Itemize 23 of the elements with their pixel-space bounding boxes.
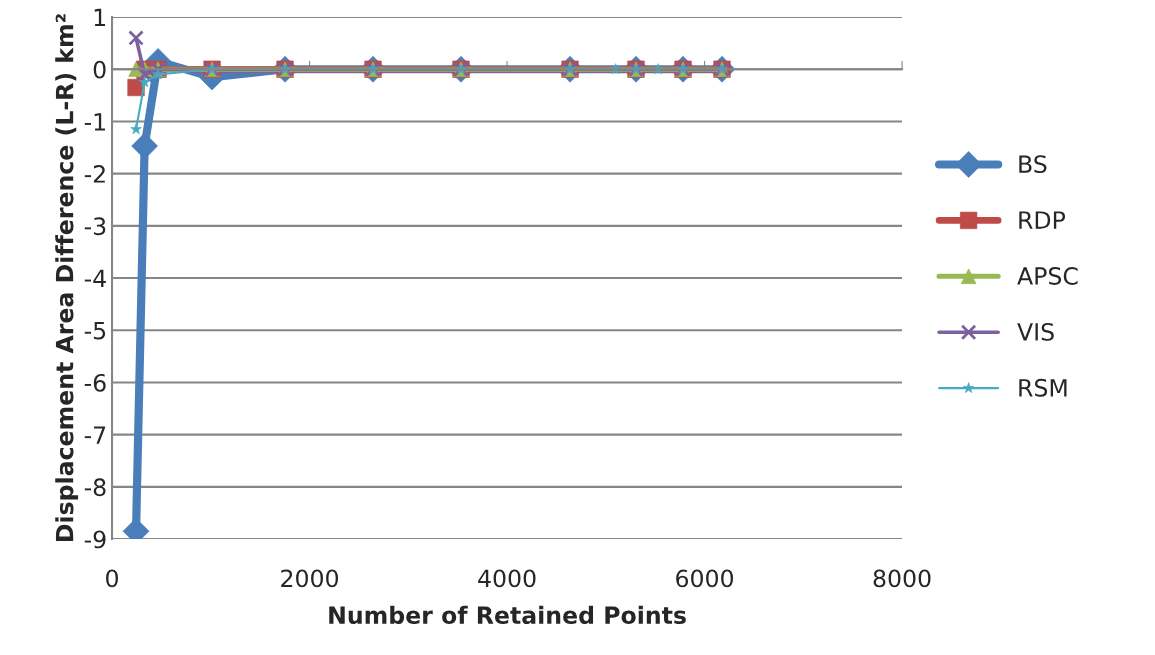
y-tick-label: -2	[84, 165, 105, 183]
y-tick-label: -9	[84, 530, 106, 549]
y-tick-label: 1	[94, 8, 105, 26]
x-tick-label: 6000	[676, 569, 734, 588]
y-tick-label: -6	[84, 373, 106, 392]
y-tick-label: 0	[93, 60, 106, 79]
legend-label: RDP	[1019, 211, 1066, 229]
y-tick-label: -5	[84, 322, 106, 340]
y-tick-label: -8	[84, 478, 106, 497]
y-tick-label: -4	[84, 269, 106, 288]
x-axis-title: Number of Retained Points	[329, 605, 686, 625]
y-tick-label: -3	[84, 217, 106, 236]
legend-label: RSM	[1019, 378, 1067, 397]
legend-label: APSC	[1017, 267, 1078, 285]
x-tick-label: 2000	[281, 569, 339, 588]
y-axis-title: Displacement Area Difference (L-R) km²	[55, 14, 79, 541]
y-tick-label: -1	[84, 113, 105, 131]
legend-label: VIS	[1017, 322, 1054, 341]
x-tick-label: 4000	[478, 569, 536, 588]
x-tick-label: 8000	[873, 569, 931, 588]
x-tick-label: 0	[106, 569, 118, 588]
y-tick-label: -7	[84, 426, 106, 444]
legend-label: BS	[1019, 155, 1047, 174]
